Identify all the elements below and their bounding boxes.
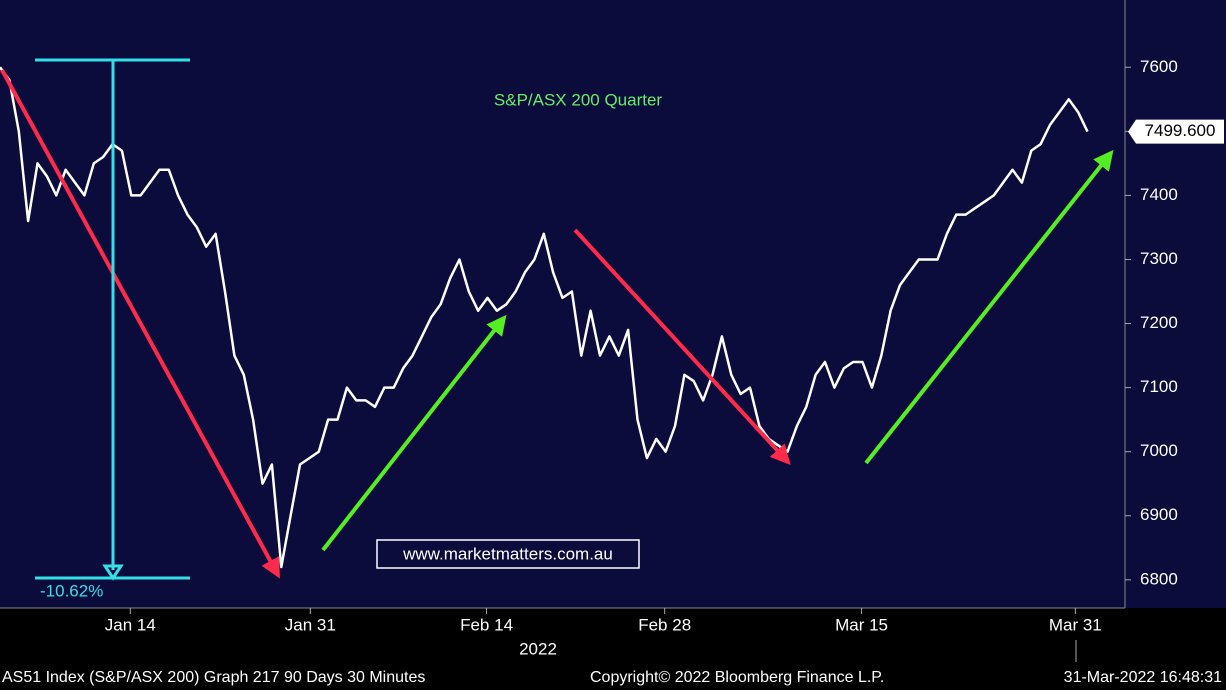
footer: Copyright© 2022 Bloomberg Finance L.P. — [590, 669, 884, 686]
y-tick-label: 7000 — [1140, 441, 1178, 460]
x-tick-label: Feb 14 — [460, 615, 513, 634]
measure-arrow — [102, 564, 124, 581]
y-tick-label: 7400 — [1140, 185, 1178, 204]
up-arrow — [321, 314, 507, 552]
y-tick-label: 7100 — [1140, 377, 1178, 396]
x-tick-label: Mar 31 — [1049, 615, 1102, 634]
chart-title: S&P/ASX 200 Quarter — [494, 90, 663, 109]
x-tick-label: Jan 14 — [105, 615, 156, 634]
footer: AS51 Index (S&P/ASX 200) Graph 217 90 Da… — [2, 669, 425, 686]
down-arrow — [0, 69, 280, 579]
y-tick-label: 7600 — [1140, 57, 1178, 76]
up-arrow — [864, 149, 1114, 465]
watermark: www.marketmatters.com.au — [402, 544, 613, 563]
annotation: -10.62% — [40, 581, 103, 600]
year-label: 2022 — [519, 639, 557, 658]
y-tick-label: 7200 — [1140, 313, 1178, 332]
y-tick-label: 7300 — [1140, 249, 1178, 268]
plot-background — [0, 0, 1226, 608]
watermark-box — [376, 539, 640, 569]
y-tick-label: 6900 — [1140, 505, 1178, 524]
down-arrow — [573, 228, 791, 465]
x-tick-label: Feb 28 — [638, 615, 691, 634]
y-tick-label: 6800 — [1140, 569, 1178, 588]
price-line — [0, 66, 1089, 569]
footer: 31-Mar-2022 16:48:31 — [1064, 669, 1222, 686]
measure — [35, 58, 190, 581]
x-tick-label: Mar 15 — [835, 615, 888, 634]
last-value-label: 7499.600 — [1145, 121, 1216, 140]
x-tick-label: Jan 31 — [285, 615, 336, 634]
annotations — [0, 69, 1114, 579]
last-value-box — [1128, 119, 1224, 144]
